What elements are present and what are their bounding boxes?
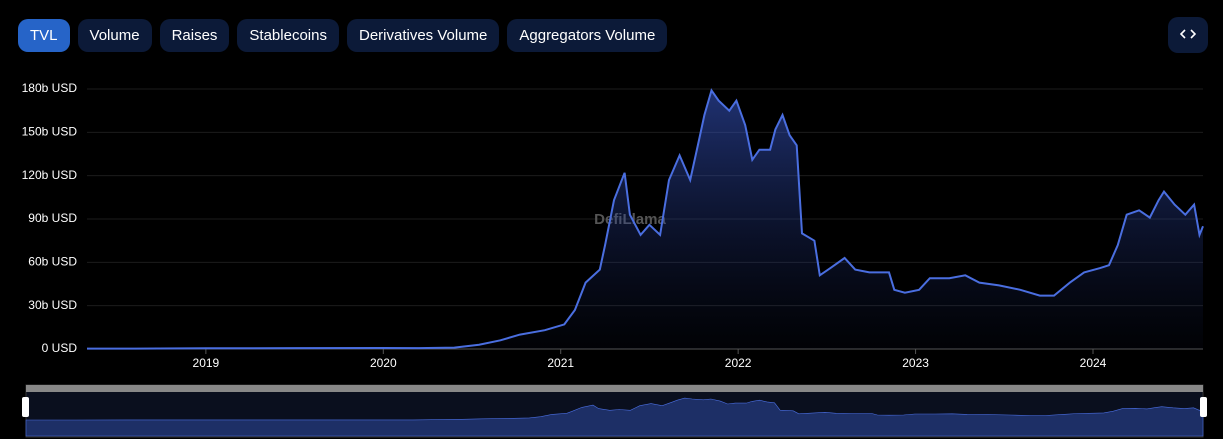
x-tick-label: 2024	[1080, 356, 1107, 370]
y-tick-label: 30b USD	[28, 298, 77, 312]
x-tick-label: 2020	[370, 356, 397, 370]
code-icon	[1179, 28, 1197, 39]
watermark: DefiLlama	[594, 211, 666, 228]
brush-handle	[1200, 397, 1207, 417]
y-tick-label: 150b USD	[22, 125, 78, 139]
minimap	[25, 384, 1204, 438]
x-tick-label: 2023	[902, 356, 929, 370]
y-tick-label: 120b USD	[22, 168, 78, 182]
tab[interactable]: Stablecoins	[237, 19, 339, 52]
y-tick-label: 90b USD	[28, 211, 77, 225]
brush-handle	[22, 397, 29, 417]
x-tick-label: 2019	[193, 356, 220, 370]
minimap-bar	[26, 385, 1203, 392]
tab[interactable]: Raises	[159, 19, 230, 52]
y-tick-label: 60b USD	[28, 255, 77, 269]
x-tick-label: 2022	[725, 356, 752, 370]
embed-button[interactable]	[1168, 17, 1208, 53]
tab[interactable]: Aggregators Volume	[507, 19, 668, 52]
tab[interactable]: Volume	[77, 19, 152, 52]
line	[87, 88, 1204, 350]
tab[interactable]: TVL	[18, 19, 70, 52]
x-tick-label: 2021	[547, 356, 574, 370]
area-fill	[87, 90, 1203, 350]
tab-bar: TVL Volume Raises Stablecoins Derivatives Vo…	[18, 19, 668, 52]
y-tick-label: 180b USD	[22, 81, 78, 95]
minimap-area	[25, 397, 1204, 437]
y-tick-label: 0 USD	[42, 341, 78, 355]
tab[interactable]: Derivatives Volume	[346, 19, 500, 52]
